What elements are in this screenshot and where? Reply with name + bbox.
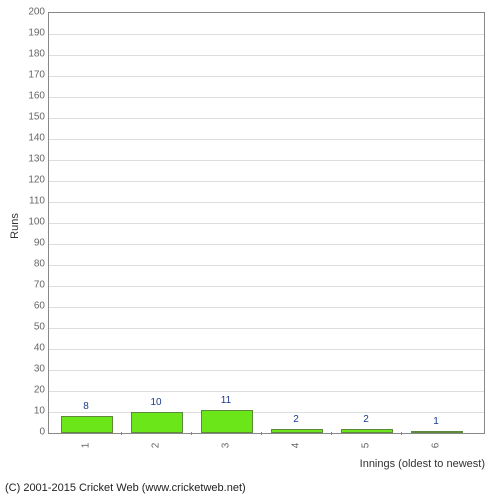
y-axis-label: Runs <box>9 213 21 239</box>
grid-line <box>49 181 484 182</box>
grid-line <box>49 349 484 350</box>
y-tick-label: 40 <box>25 343 45 354</box>
y-tick-label: 80 <box>25 259 45 270</box>
grid-line <box>49 223 484 224</box>
grid-line <box>49 307 484 308</box>
bar <box>411 431 463 433</box>
grid-line <box>49 202 484 203</box>
x-tick <box>401 432 402 435</box>
y-tick-label: 200 <box>25 7 45 18</box>
grid-line <box>49 139 484 140</box>
y-tick-label: 90 <box>25 238 45 249</box>
x-tick-label: 3 <box>221 436 232 456</box>
x-tick <box>261 432 262 435</box>
bar-value-label: 2 <box>363 414 369 425</box>
bar <box>201 410 253 433</box>
y-tick-label: 0 <box>25 427 45 438</box>
y-tick-label: 10 <box>25 406 45 417</box>
y-tick-label: 170 <box>25 70 45 81</box>
y-tick-label: 70 <box>25 280 45 291</box>
grid-line <box>49 160 484 161</box>
grid-line <box>49 55 484 56</box>
y-tick-label: 60 <box>25 301 45 312</box>
grid-line <box>49 34 484 35</box>
y-tick-label: 100 <box>25 217 45 228</box>
y-tick-label: 160 <box>25 91 45 102</box>
chart-container: Runs Innings (oldest to newest) (C) 2001… <box>0 0 500 500</box>
bar-value-label: 10 <box>150 397 161 408</box>
x-tick-label: 5 <box>361 436 372 456</box>
chart-plot-area <box>48 12 485 434</box>
y-tick-label: 20 <box>25 385 45 396</box>
y-tick-label: 140 <box>25 133 45 144</box>
x-tick <box>331 432 332 435</box>
grid-line <box>49 412 484 413</box>
grid-line <box>49 265 484 266</box>
x-tick <box>191 432 192 435</box>
bar <box>271 429 323 433</box>
grid-line <box>49 286 484 287</box>
x-tick-label: 2 <box>151 436 162 456</box>
y-tick-label: 180 <box>25 49 45 60</box>
y-tick-label: 120 <box>25 175 45 186</box>
bar-value-label: 2 <box>293 414 299 425</box>
y-tick-label: 30 <box>25 364 45 375</box>
y-tick-label: 130 <box>25 154 45 165</box>
x-tick-label: 4 <box>291 436 302 456</box>
bar-value-label: 1 <box>433 416 439 427</box>
grid-line <box>49 97 484 98</box>
y-tick-label: 150 <box>25 112 45 123</box>
x-axis-label: Innings (oldest to newest) <box>360 458 485 470</box>
grid-line <box>49 370 484 371</box>
bar-value-label: 11 <box>221 395 231 406</box>
grid-line <box>49 76 484 77</box>
grid-line <box>49 391 484 392</box>
x-tick <box>121 432 122 435</box>
y-tick-label: 110 <box>25 196 45 207</box>
y-tick-label: 50 <box>25 322 45 333</box>
x-tick-label: 1 <box>81 436 92 456</box>
bar-value-label: 8 <box>83 401 89 412</box>
bar <box>131 412 183 433</box>
x-tick-label: 6 <box>431 436 442 456</box>
bar <box>61 416 113 433</box>
bar <box>341 429 393 433</box>
y-tick-label: 190 <box>25 28 45 39</box>
grid-line <box>49 244 484 245</box>
copyright-text: (C) 2001-2015 Cricket Web (www.cricketwe… <box>5 482 246 494</box>
grid-line <box>49 118 484 119</box>
grid-line <box>49 328 484 329</box>
